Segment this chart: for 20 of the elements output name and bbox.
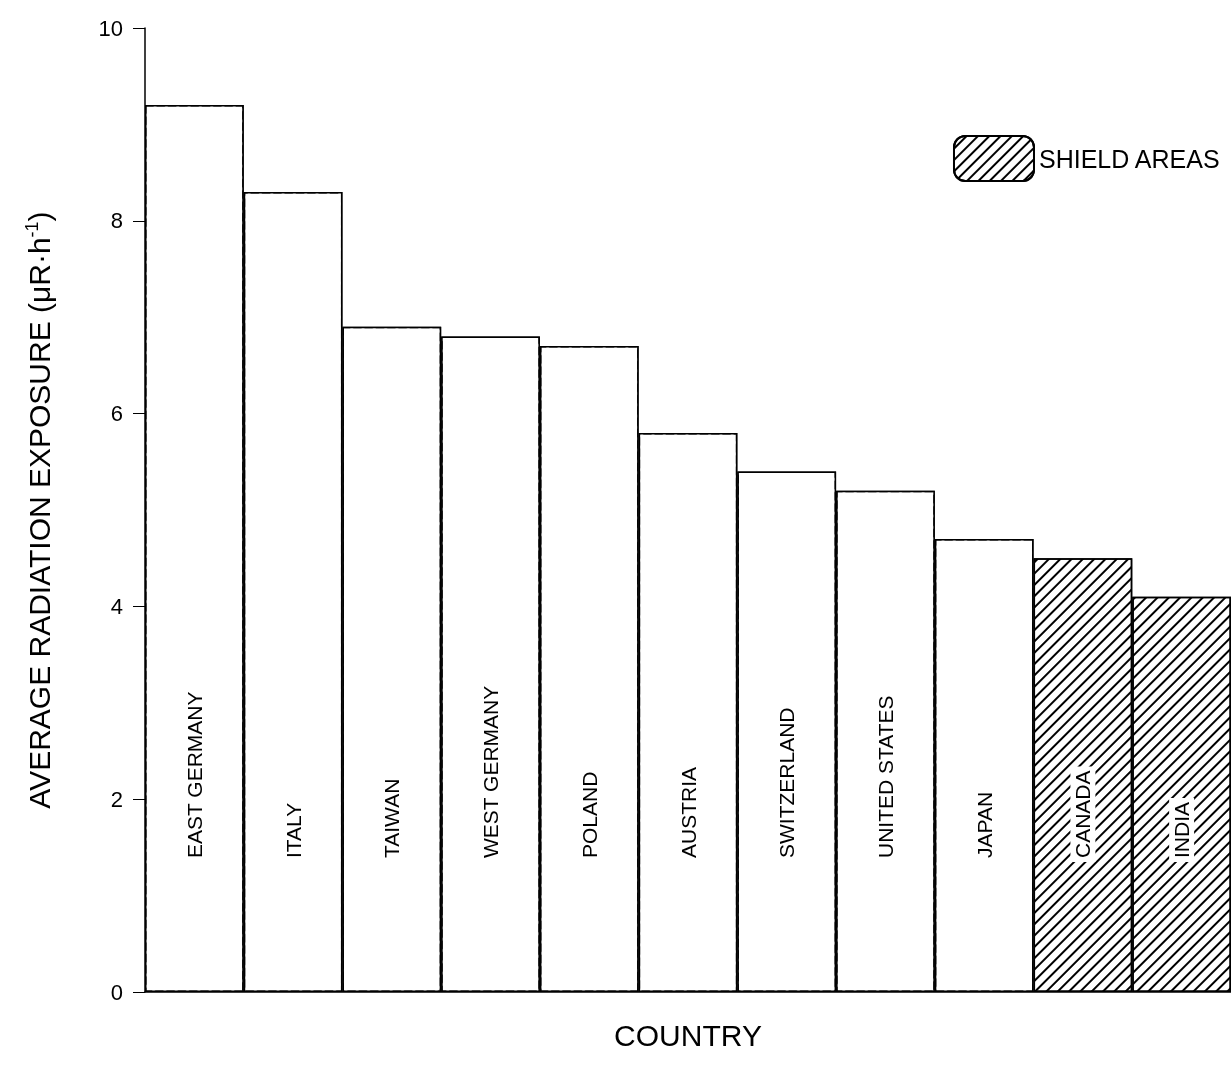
x-tick-label: TAIWAN — [380, 778, 404, 858]
legend-label: SHIELD AREAS — [1038, 144, 1220, 173]
x-axis-title: COUNTRY — [614, 1018, 762, 1052]
x-tick-label: WEST GERMANY — [479, 685, 503, 858]
y-tick-label: 6 — [110, 401, 123, 427]
x-tick-label: EAST GERMANY — [182, 691, 206, 858]
y-tick-label: 10 — [98, 15, 123, 41]
x-tick-label: INDIA — [1170, 801, 1194, 858]
x-tick-label: ITALY — [281, 802, 305, 858]
y-tick-label: 4 — [110, 593, 123, 619]
x-tick-label: UNITED STATES — [873, 695, 897, 858]
x-tick-label: CANADA — [1071, 770, 1095, 858]
y-tick-label: 8 — [110, 208, 123, 234]
y-axis-title: AVERAGE RADIATION EXPOSURE (μR·h-1) — [22, 211, 56, 809]
x-tick-label: POLAND — [577, 771, 601, 858]
y-tick-label: 0 — [110, 979, 123, 1005]
x-tick-label: AUSTRIA — [676, 766, 700, 858]
y-tick-label: 2 — [110, 786, 123, 812]
x-tick-label: JAPAN — [972, 791, 996, 858]
x-tick-label: SWITZERLAND — [775, 707, 799, 858]
